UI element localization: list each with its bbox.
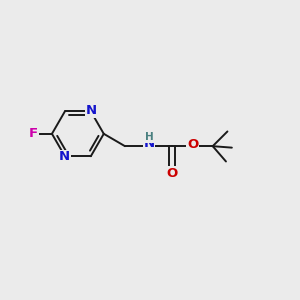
Text: H: H: [145, 132, 154, 142]
Text: O: O: [167, 167, 178, 180]
Text: O: O: [187, 139, 198, 152]
Text: N: N: [59, 150, 70, 163]
Text: N: N: [86, 104, 97, 117]
Text: N: N: [144, 137, 155, 150]
Text: F: F: [29, 127, 38, 140]
